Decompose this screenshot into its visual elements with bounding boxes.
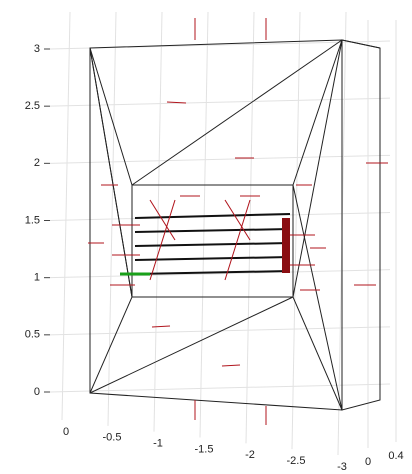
opening: [132, 185, 293, 297]
mesh-edge: [132, 40, 342, 185]
normals: [88, 18, 388, 425]
grid-line: [200, 12, 208, 438]
y-tick-label: 2: [34, 157, 40, 169]
x-tick-label: -2.5: [287, 455, 306, 467]
side-face: [342, 40, 380, 410]
mesh-edge: [90, 40, 342, 185]
x-tick-label: -1: [153, 438, 163, 450]
y-tick-label: 1.5: [25, 214, 40, 226]
x-tick-label: -3: [337, 461, 347, 473]
grid-line: [50, 327, 390, 335]
mesh-edge: [90, 297, 342, 410]
grid-line: [154, 12, 162, 432]
x-tick-label: -0.5: [103, 432, 122, 444]
z-tick-label: 0.4: [388, 450, 403, 462]
y-tick-label: 1: [34, 272, 40, 284]
chart: 0 0.5 1 1.5 2 2.5 3 0 -0.5 -1 -1.5 -2 -2.5 -3 0 0.4: [0, 0, 412, 474]
mesh-edge: [90, 297, 293, 393]
page: 00.511.522.530-0.5-1-1.5-2-2.5-300.4 (()…: [0, 0, 412, 474]
y-tick-label: 2.5: [25, 100, 40, 112]
mesh-edge: [293, 40, 342, 297]
grid-line: [62, 12, 70, 420]
x-tick-label: 0: [63, 426, 69, 438]
z-tick-label: 0: [365, 456, 371, 468]
y-tick-label: 3: [34, 43, 40, 55]
grid-line: [246, 12, 254, 443]
slat-highlights: [282, 218, 290, 273]
grid-line: [50, 98, 390, 106]
grid-line: [50, 155, 390, 163]
y-tick-label: 0: [34, 386, 40, 398]
y-tick-label: 0.5: [25, 329, 40, 341]
x-tick-label: -1.5: [195, 443, 214, 455]
mesh: [88, 18, 388, 425]
mesh-edge: [293, 185, 342, 410]
x-tick-label: -2: [245, 449, 255, 461]
grid-line: [50, 270, 390, 278]
grid: [50, 12, 396, 455]
